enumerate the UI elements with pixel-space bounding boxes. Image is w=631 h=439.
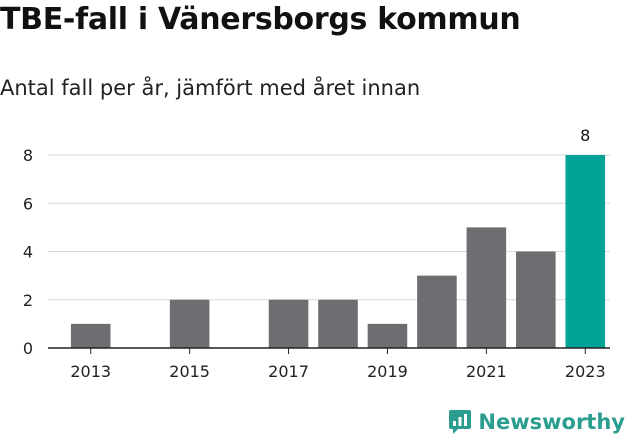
bar-2017 (268, 299, 309, 348)
x-tick-label: 2013 (70, 362, 111, 381)
bar-2022 (516, 251, 556, 348)
y-tick-label: 4 (23, 243, 33, 262)
bar-2019 (367, 323, 408, 348)
x-tick-label: 2023 (565, 362, 606, 381)
y-tick-label: 8 (23, 146, 33, 165)
bar-2015 (169, 299, 210, 348)
bar-2023 (565, 155, 606, 348)
brand: Newsworthy (448, 409, 625, 435)
bar-2020 (417, 275, 457, 348)
x-tick-label: 2015 (169, 362, 210, 381)
y-tick-label: 6 (23, 194, 33, 213)
y-tick-label: 2 (23, 291, 33, 310)
brand-name: Newsworthy (478, 410, 625, 434)
chart-title: TBE-fall i Vänersborgs kommun (0, 2, 521, 37)
x-tick-label: 2021 (466, 362, 507, 381)
chart-subtitle: Antal fall per år, jämfört med året inna… (0, 76, 421, 100)
bar-data-label: 8 (580, 126, 590, 145)
x-tick-label: 2017 (268, 362, 309, 381)
x-tick-label: 2019 (367, 362, 408, 381)
bar-2018 (318, 299, 358, 348)
y-tick-label: 0 (23, 339, 33, 358)
bar-2021 (466, 227, 507, 348)
newsworthy-logo-icon (449, 410, 472, 434)
bar-2013 (70, 323, 111, 348)
